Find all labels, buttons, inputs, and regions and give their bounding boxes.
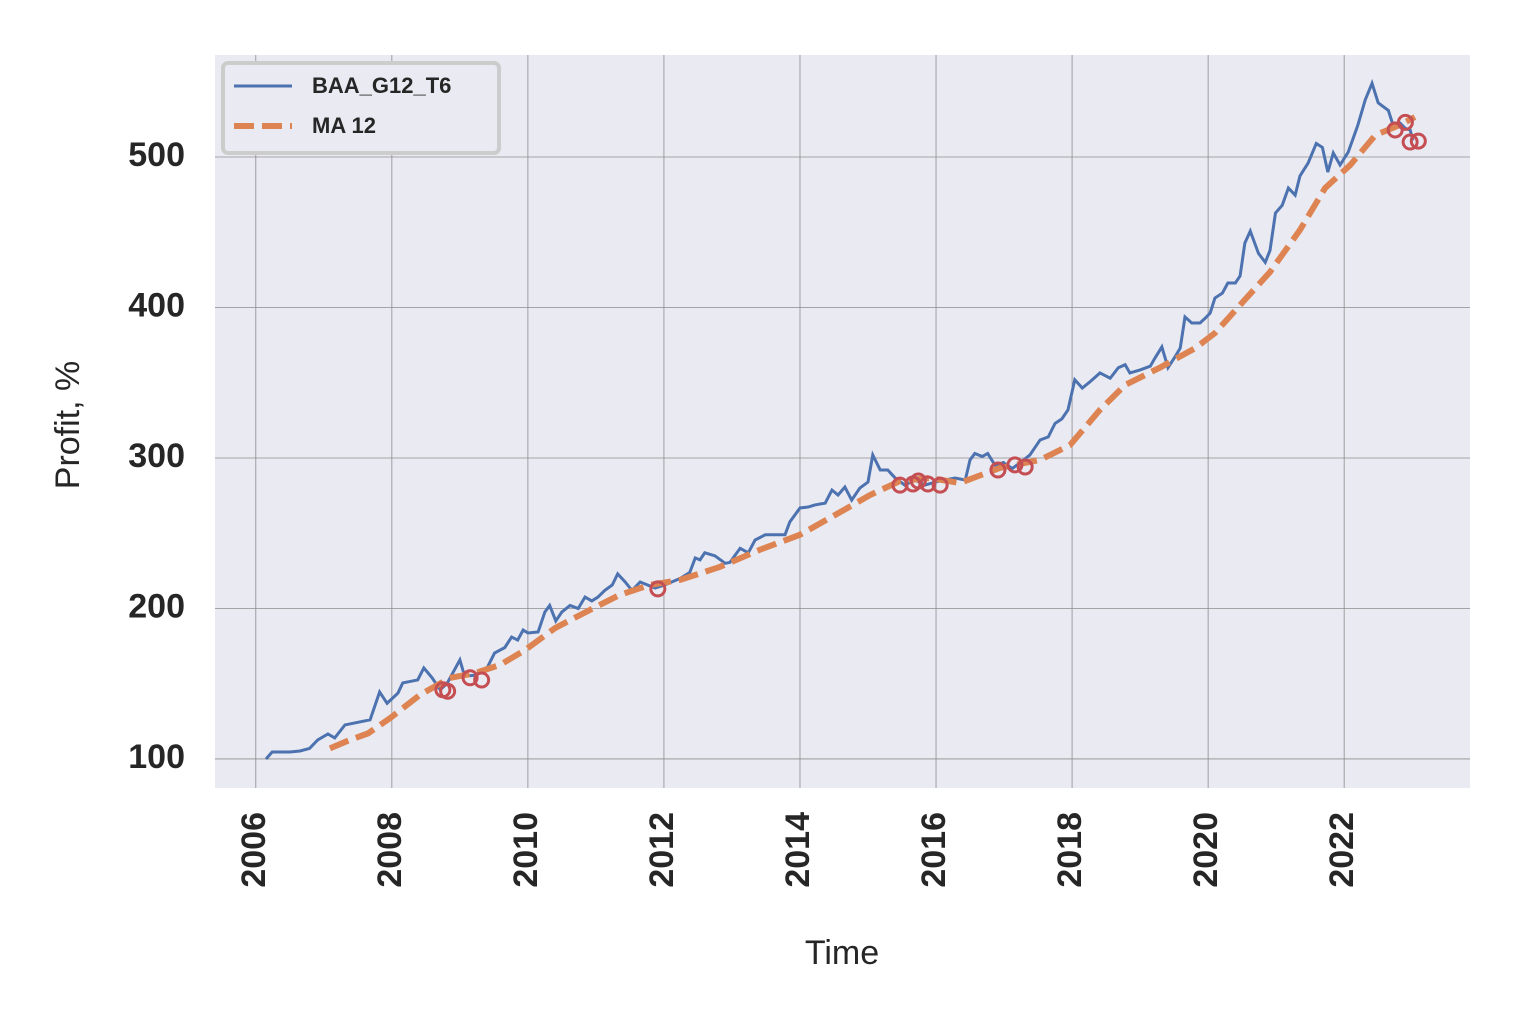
x-tick-label: 2018	[1051, 812, 1089, 888]
x-tick-label: 2010	[507, 812, 545, 888]
signal-marker	[439, 682, 457, 700]
signal-marker	[919, 475, 937, 493]
signal-marker	[461, 669, 479, 687]
signal-marker	[649, 580, 667, 598]
signal-marker	[989, 461, 1007, 479]
x-tick-label: 2020	[1187, 812, 1225, 888]
y-tick-label: 300	[128, 437, 185, 475]
y-tick-label: 100	[128, 738, 185, 776]
grid	[215, 55, 1470, 788]
plot-area	[215, 55, 1470, 788]
x-tick-label: 2012	[643, 812, 681, 888]
signal-marker	[931, 476, 949, 494]
x-tick-label: 2008	[371, 812, 409, 888]
legend-label: BAA_G12_T6	[312, 73, 451, 98]
series-line	[264, 78, 1415, 760]
x-tick-label: 2014	[779, 812, 817, 888]
signal-marker	[909, 472, 927, 490]
legend: BAA_G12_T6 MA 12	[221, 61, 501, 155]
signal-marker	[1396, 113, 1414, 131]
signal-marker	[1409, 132, 1427, 150]
lines	[264, 78, 1427, 760]
x-tick-label: 2022	[1323, 812, 1361, 888]
signal-marker	[1006, 456, 1024, 474]
x-axis-label: Time	[805, 934, 879, 972]
legend-label: MA 12	[312, 113, 376, 138]
y-tick-label: 400	[128, 286, 185, 324]
signal-marker	[473, 671, 491, 689]
x-tick-label: 2006	[235, 812, 273, 888]
x-tick-label: 2016	[915, 812, 953, 888]
y-tick-label: 200	[128, 587, 185, 625]
signal-marker	[1401, 133, 1419, 151]
y-axis-label: Profit, %	[49, 361, 87, 489]
y-tick-label: 500	[128, 136, 185, 174]
series-line	[328, 114, 1417, 752]
signal-marker	[1016, 458, 1034, 476]
